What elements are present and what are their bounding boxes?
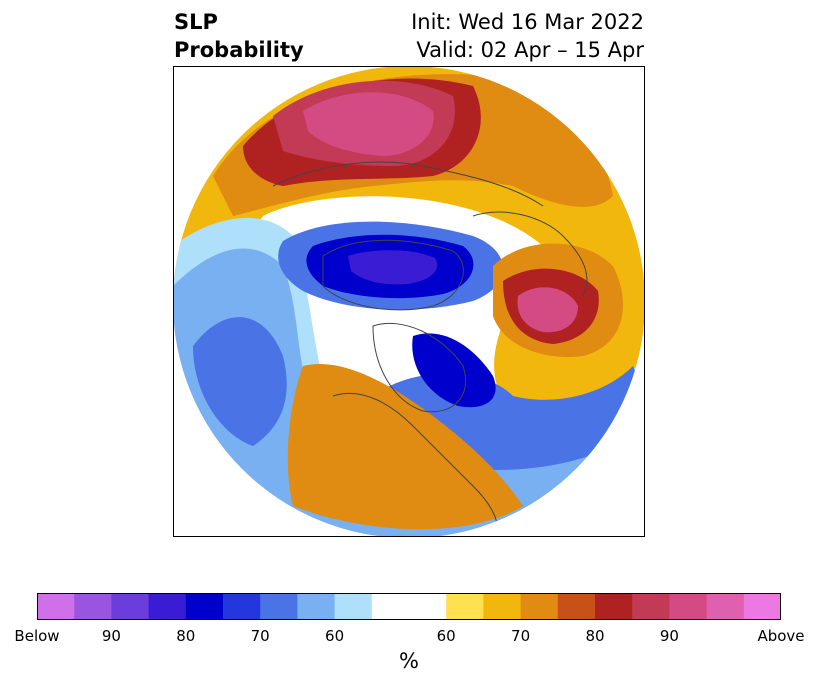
polar-map	[173, 66, 645, 537]
colorbar-border	[37, 593, 781, 620]
colorbar	[37, 593, 781, 620]
title-right: Init: Wed 16 Mar 2022 Valid: 02 Apr – 15…	[411, 8, 644, 64]
colorbar-tick-label: 60	[436, 627, 456, 645]
colorbar-tick-label: 80	[585, 627, 605, 645]
colorbar-swatch	[743, 593, 781, 620]
colorbar-swatch	[297, 593, 336, 620]
colorbar-tick-label: Above	[757, 627, 805, 645]
colorbar-swatch	[74, 593, 112, 620]
colorbar-swatch	[334, 593, 373, 620]
colorbar-swatch	[483, 593, 522, 620]
colorbar-swatch	[595, 593, 633, 620]
colorbar-swatch	[706, 593, 745, 620]
colorbar-swatch	[223, 593, 261, 620]
colorbar-swatch	[37, 593, 75, 620]
probability-field	[173, 66, 645, 537]
colorbar-swatch	[260, 593, 298, 620]
colorbar-tick-label: 60	[325, 627, 345, 645]
colorbar-swatch	[557, 593, 596, 620]
title-left: SLP Probability	[174, 8, 304, 64]
title-line-1: SLP	[174, 10, 218, 34]
colorbar-swatch	[520, 593, 559, 620]
colorbar-tick-label: 90	[101, 627, 121, 645]
colorbar-swatch	[446, 593, 484, 620]
colorbar-swatch	[632, 593, 670, 620]
colorbar-swatch	[371, 593, 410, 620]
colorbar-swatch	[185, 593, 224, 620]
map-border	[173, 66, 645, 537]
init-date: Init: Wed 16 Mar 2022	[411, 10, 644, 34]
colorbar-swatch	[409, 593, 447, 620]
colorbar-tick-label: 70	[250, 627, 270, 645]
valid-date: Valid: 02 Apr – 15 Apr	[416, 38, 644, 62]
coastlines	[272, 161, 588, 537]
colorbar-swatch	[111, 593, 150, 620]
colorbar-tick-label: Below	[14, 627, 60, 645]
colorbar-swatch	[669, 593, 708, 620]
colorbar-tick-label: 90	[659, 627, 679, 645]
colorbar-tick-label: 70	[511, 627, 531, 645]
title-line-2: Probability	[174, 38, 304, 62]
colorbar-swatch	[148, 593, 187, 620]
colorbar-unit-label: %	[399, 649, 419, 673]
colorbar-tick-label: 80	[176, 627, 196, 645]
